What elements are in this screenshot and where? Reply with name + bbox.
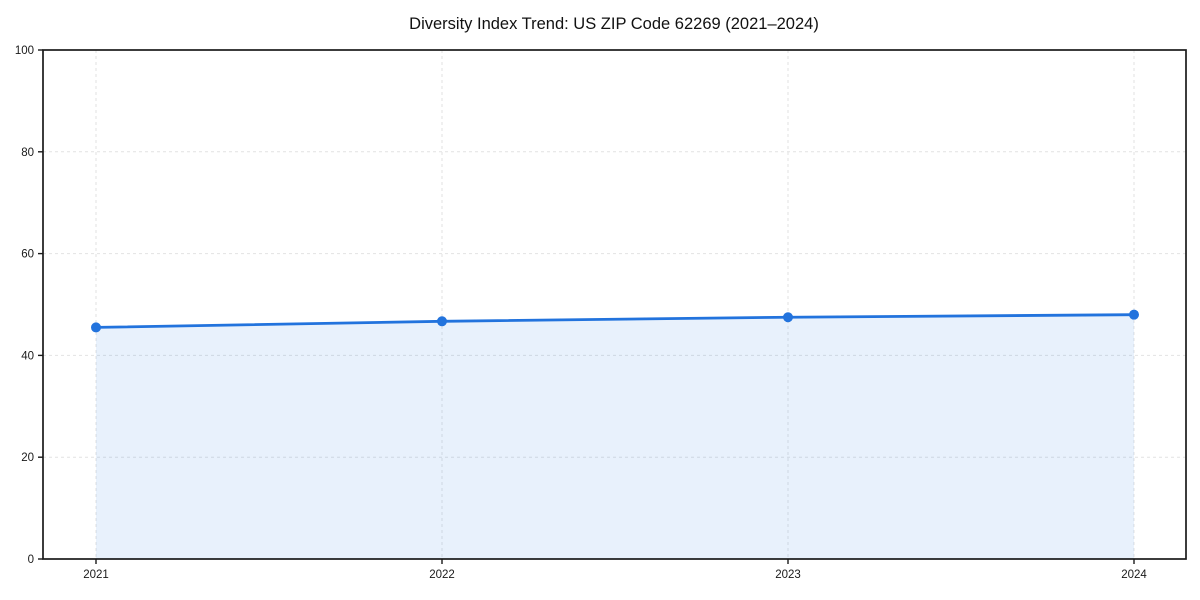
area-fill	[96, 314, 1134, 559]
data-point-marker	[91, 322, 101, 333]
trend-line	[94, 313, 1136, 329]
x-tick-label: 2021	[83, 569, 109, 581]
data-point-marker	[1129, 309, 1139, 320]
data-point-marker	[783, 312, 793, 323]
plot-area: 0 20 40 60 80 100 2021 2022 2023 2024	[15, 45, 1187, 581]
y-tick-label: 60	[21, 249, 34, 261]
y-tick-label: 80	[21, 147, 34, 159]
plot-frame	[42, 49, 1187, 560]
chart-title: Diversity Index Trend: US ZIP Code 62269…	[409, 15, 819, 33]
y-tick-label: 20	[21, 452, 34, 464]
x-tick-label: 2024	[1121, 569, 1147, 581]
x-tick-label: 2023	[775, 569, 801, 581]
y-tick-label: 100	[15, 45, 34, 57]
data-point-marker	[437, 316, 447, 327]
y-tick-label: 0	[28, 554, 34, 566]
x-tick-label: 2022	[429, 569, 455, 581]
y-tick-label: 40	[21, 350, 34, 362]
